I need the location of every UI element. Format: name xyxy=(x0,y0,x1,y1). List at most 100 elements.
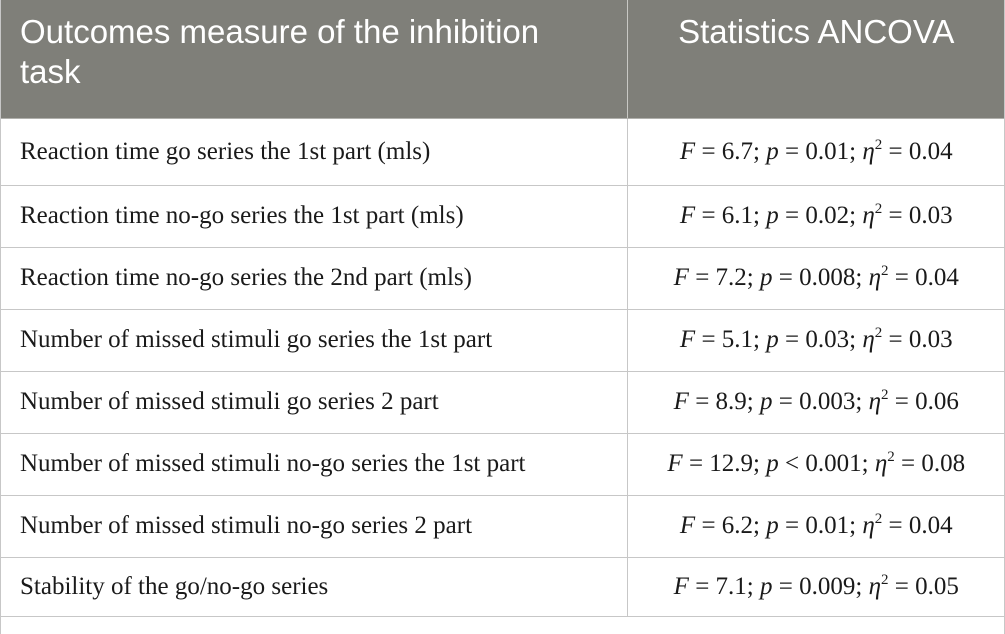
eta-squared-value: 0.03 xyxy=(908,202,953,229)
f-symbol: F xyxy=(673,264,689,291)
statistics-cell: F = 7.1; p = 0.009; η2 = 0.05 xyxy=(626,557,1005,617)
f-symbol: F xyxy=(679,137,696,165)
squared-superscript: 2 xyxy=(880,263,889,279)
outcome-cell: Reaction time go series the 1st part (ml… xyxy=(0,118,627,186)
f-value: 12.9 xyxy=(709,450,754,477)
table-row: Reaction time no-go series the 1st part … xyxy=(0,185,1005,248)
statistics-cell: F = 6.2; p = 0.01; η2 = 0.04 xyxy=(626,495,1005,558)
table-row: Number of missed stimuli no-go series 2 … xyxy=(0,495,1005,558)
p-operator: = xyxy=(785,512,800,539)
statistics-cell: F = 7.2; p = 0.008; η2 = 0.04 xyxy=(626,247,1005,310)
squared-superscript: 2 xyxy=(874,325,883,341)
p-symbol: p xyxy=(766,202,779,229)
table-row: Number of missed stimuli go series 2 par… xyxy=(0,371,1005,434)
f-value: 7.2 xyxy=(715,264,747,291)
outcome-label: Number of missed stimuli no-go series 2 … xyxy=(20,512,473,539)
eta-symbol: η xyxy=(874,450,888,477)
outcome-cell: Number of missed stimuli no-go series 2 … xyxy=(0,495,627,558)
header-statistics: Statistics ANCOVA xyxy=(627,0,1005,119)
p-symbol: p xyxy=(766,512,779,539)
f-symbol: F xyxy=(679,512,696,539)
eta-squared-value: 0.04 xyxy=(908,512,953,539)
eta-squared-value: 0.08 xyxy=(921,450,966,477)
eta-symbol: η xyxy=(868,264,881,291)
outcome-cell: Reaction time no-go series the 1st part … xyxy=(0,185,627,248)
p-operator: = xyxy=(785,137,800,165)
squared-superscript: 2 xyxy=(887,449,895,465)
f-value: 6.7 xyxy=(721,137,754,165)
p-value: 0.008 xyxy=(799,264,856,291)
eta-squared-value: 0.03 xyxy=(908,326,953,353)
p-operator: = xyxy=(778,572,793,600)
f-value: 8.9 xyxy=(715,388,747,415)
p-value: 0.009 xyxy=(799,572,856,600)
p-symbol: p xyxy=(766,137,779,165)
p-value: 0.001 xyxy=(805,450,862,477)
statistics-cell: F = 12.9; p < 0.001; η2 = 0.08 xyxy=(626,433,1005,496)
eta-symbol: η xyxy=(862,137,875,165)
statistics-cell: F = 5.1; p = 0.03; η2 = 0.03 xyxy=(626,309,1005,372)
outcome-cell: Number of missed stimuli go series the 1… xyxy=(0,309,627,372)
p-value: 0.02 xyxy=(805,202,850,229)
f-value: 7.1 xyxy=(715,572,747,600)
outcome-label: Reaction time go series the 1st part (ml… xyxy=(20,137,431,165)
eta-symbol: η xyxy=(862,326,875,353)
table-body: Reaction time go series the 1st part (ml… xyxy=(0,118,1005,617)
p-symbol: p xyxy=(766,326,779,353)
eta-squared-value: 0.04 xyxy=(908,137,953,165)
p-symbol: p xyxy=(760,264,773,291)
p-value: 0.03 xyxy=(805,326,850,353)
ancova-results-table: Outcomes measure of the inhibition task … xyxy=(0,0,1005,617)
f-symbol: F xyxy=(673,388,689,415)
outcome-label: Reaction time no-go series the 1st part … xyxy=(20,202,464,229)
outcome-cell: Number of missed stimuli go series 2 par… xyxy=(0,371,627,434)
header-outcome: Outcomes measure of the inhibition task xyxy=(0,0,628,119)
p-value: 0.01 xyxy=(805,137,850,165)
p-value: 0.003 xyxy=(799,388,856,415)
outcome-label: Number of missed stimuli go series the 1… xyxy=(20,326,493,353)
f-symbol: F xyxy=(673,572,689,600)
f-value: 6.1 xyxy=(721,202,754,229)
squared-superscript: 2 xyxy=(880,387,889,403)
squared-superscript: 2 xyxy=(880,571,889,588)
f-symbol: F xyxy=(679,326,696,353)
header-row: Outcomes measure of the inhibition task … xyxy=(0,0,1005,119)
outcome-cell: Number of missed stimuli no-go series th… xyxy=(0,433,627,496)
p-value: 0.01 xyxy=(805,512,850,539)
f-value: 5.1 xyxy=(721,326,754,353)
table-row: Number of missed stimuli go series the 1… xyxy=(0,309,1005,372)
statistics-cell: F = 6.7; p = 0.01; η2 = 0.04 xyxy=(626,118,1005,186)
squared-superscript: 2 xyxy=(874,511,883,527)
eta-squared-value: 0.06 xyxy=(915,388,959,415)
p-symbol: p xyxy=(760,388,773,415)
outcome-label: Number of missed stimuli go series 2 par… xyxy=(20,388,439,415)
table-row: Reaction time no-go series the 2nd part … xyxy=(0,247,1005,310)
outcome-label: Stability of the go/no-go series xyxy=(20,572,329,600)
p-operator: = xyxy=(785,202,800,229)
eta-symbol: η xyxy=(862,202,875,229)
statistics-cell: F = 6.1; p = 0.02; η2 = 0.03 xyxy=(626,185,1005,248)
p-operator: = xyxy=(785,326,800,353)
statistics-cell: F = 8.9; p = 0.003; η2 = 0.06 xyxy=(626,371,1005,434)
table-row: Stability of the go/no-go series F = 7.1… xyxy=(0,557,1005,617)
p-operator: = xyxy=(778,264,793,291)
table-row: Number of missed stimuli no-go series th… xyxy=(0,433,1005,496)
p-symbol: p xyxy=(766,450,779,477)
eta-squared-value: 0.04 xyxy=(915,264,959,291)
outcome-label: Reaction time no-go series the 2nd part … xyxy=(20,264,472,291)
squared-superscript: 2 xyxy=(874,201,883,217)
outcome-cell: Stability of the go/no-go series xyxy=(0,557,627,617)
table-row: Reaction time go series the 1st part (ml… xyxy=(0,118,1005,186)
eta-symbol: η xyxy=(862,512,875,539)
table-header: Outcomes measure of the inhibition task … xyxy=(0,0,1005,119)
f-value: 6.2 xyxy=(721,512,754,539)
outcome-cell: Reaction time no-go series the 2nd part … xyxy=(0,247,627,310)
f-symbol: F xyxy=(667,450,683,477)
p-operator: = xyxy=(778,388,793,415)
eta-squared-value: 0.05 xyxy=(915,572,959,600)
outcome-label: Number of missed stimuli no-go series th… xyxy=(20,450,526,477)
squared-superscript: 2 xyxy=(874,136,883,153)
f-symbol: F xyxy=(679,202,696,229)
p-operator: < xyxy=(785,450,800,477)
